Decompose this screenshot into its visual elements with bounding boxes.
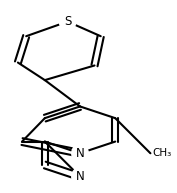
Text: S: S: [64, 15, 71, 28]
Circle shape: [72, 144, 88, 162]
Text: N: N: [76, 147, 84, 160]
Circle shape: [59, 13, 76, 31]
Circle shape: [72, 168, 88, 186]
Text: N: N: [76, 170, 84, 183]
Text: CH₃: CH₃: [152, 148, 171, 158]
